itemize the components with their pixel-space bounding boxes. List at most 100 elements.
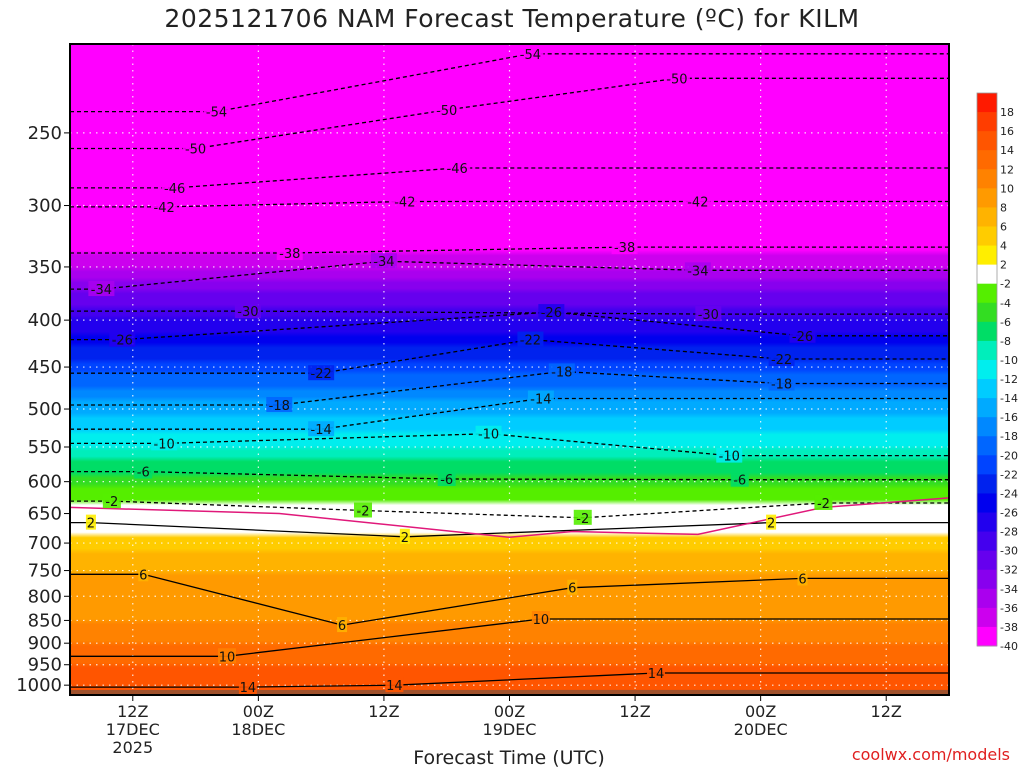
isotherm-label-bg <box>475 425 502 441</box>
isotherm-label-bg <box>684 262 711 278</box>
y-tick-label: 900 <box>28 633 62 654</box>
isotherm-label-bg <box>538 304 565 320</box>
colorbar-swatch <box>977 455 997 475</box>
isotherm-label-bg <box>109 331 136 347</box>
isotherm-label-bg <box>337 617 348 633</box>
isotherm-label-bg <box>437 470 456 486</box>
isotherm-label: -30 <box>698 308 719 323</box>
y-tick-label: 700 <box>28 533 62 554</box>
colorbar-label: 16 <box>1000 125 1014 138</box>
isotherm-label-bg <box>444 159 471 175</box>
isotherm-line <box>70 167 949 189</box>
isotherm-label: 14 <box>386 679 403 694</box>
isotherm-label: 6 <box>139 568 147 583</box>
isotherm-label: -18 <box>771 378 792 393</box>
isotherm-label-bg <box>647 665 665 681</box>
isotherm-label-bg <box>611 239 638 255</box>
y-tick-label: 500 <box>28 399 62 420</box>
isotherm-label-bg <box>203 103 230 119</box>
isotherm-label: 14 <box>240 681 257 696</box>
isotherm-line <box>70 310 949 315</box>
colorbar-label: 10 <box>1000 182 1014 195</box>
colorbar-swatch <box>977 436 997 456</box>
colorbar-swatch <box>977 379 997 399</box>
isotherm-label-bg <box>217 648 236 664</box>
isotherm-line <box>70 618 949 657</box>
isotherm-label-bg <box>766 514 777 530</box>
isotherm-label: 2 <box>87 517 95 532</box>
y-tick-label: 550 <box>28 437 62 458</box>
colorbar-label: 18 <box>1000 106 1014 119</box>
isotherm-label: -26 <box>112 334 133 349</box>
colorbar-label: -30 <box>1000 545 1018 558</box>
colorbar-label: -40 <box>1000 640 1018 653</box>
colorbar-swatch <box>977 264 997 285</box>
credit-link[interactable]: coolwx.com/models <box>851 745 1010 764</box>
colorbar-label: -6 <box>1000 316 1011 329</box>
isotherm-label-bg <box>308 421 335 437</box>
isotherm-label-bg <box>88 281 115 297</box>
isotherm-label-bg <box>768 351 795 367</box>
isotherm-label: -2 <box>817 497 830 512</box>
colorbar-label: -22 <box>1000 468 1018 481</box>
x-tick-label: 19DEC <box>483 720 537 739</box>
isotherm-label: 10 <box>219 650 236 665</box>
x-tick-label: 12Z <box>871 702 902 721</box>
y-tick-label: 450 <box>28 357 62 378</box>
colorbar-swatch <box>977 112 997 132</box>
isotherm-label-bg <box>238 679 257 695</box>
y-tick-label: 950 <box>28 655 62 676</box>
colorbar-swatch <box>977 340 997 361</box>
y-tick-label: 350 <box>28 257 62 278</box>
colorbar-swatch <box>977 359 997 380</box>
isotherm-label-bg <box>85 514 96 530</box>
colorbar-swatch <box>977 626 997 647</box>
isotherm-label: -2 <box>576 512 589 527</box>
isotherm-label-bg <box>385 677 404 693</box>
y-tick-label: 850 <box>28 610 62 631</box>
colorbar-swatch <box>977 207 997 227</box>
x-tick-label: 12Z <box>619 702 650 721</box>
isotherm-label: -46 <box>164 182 185 197</box>
isotherm-label-bg <box>684 193 711 209</box>
isotherm-line <box>70 573 949 626</box>
isotherm-label: -46 <box>447 162 468 177</box>
colorbar-swatch <box>977 150 997 170</box>
isotherm-label: -10 <box>719 450 740 465</box>
isotherm-label: -34 <box>373 255 394 270</box>
x-tick-label: 2025 <box>112 738 153 757</box>
isotherm-label: -42 <box>154 201 175 216</box>
isotherm-label: -10 <box>478 428 499 443</box>
isotherm-label: -18 <box>269 399 290 414</box>
isotherm-label: -54 <box>520 48 541 63</box>
colorbar-label: -2 <box>1000 278 1011 291</box>
isotherm-label: -14 <box>311 423 332 438</box>
isotherm-label-bg <box>134 463 153 479</box>
colorbar-label: 6 <box>1000 220 1007 233</box>
colorbar-swatch <box>977 493 997 514</box>
colorbar-swatch <box>977 245 997 266</box>
chart-title: 2025121706 NAM Forecast Temperature (ºC)… <box>164 4 860 33</box>
isotherm-label: -14 <box>530 393 551 408</box>
isotherm-label: -2 <box>105 495 118 510</box>
isotherm-label-bg <box>695 306 722 322</box>
colorbar-swatch <box>977 398 997 418</box>
colorbar-swatch <box>977 417 997 437</box>
x-tick-label: 18DEC <box>231 720 285 739</box>
isotherm-label-bg <box>102 493 121 509</box>
isotherm-label-bg <box>548 363 575 379</box>
y-tick-label: 750 <box>28 561 62 582</box>
isotherm-label-bg <box>716 447 743 463</box>
isotherm-label: 10 <box>533 613 550 628</box>
isotherm-label: -50 <box>666 72 687 87</box>
isotherm-label: 2 <box>401 531 409 546</box>
x-axis-title: Forecast Time (UTC) <box>413 747 604 768</box>
isotherm-label: -50 <box>185 143 206 158</box>
isotherm-label-bg <box>276 245 303 261</box>
colorbar-swatch <box>977 474 997 494</box>
isotherm-label: -30 <box>237 305 258 320</box>
isotherm-label-bg <box>573 509 592 525</box>
x-tick-label: 00Z <box>745 702 776 721</box>
y-tick-label: 300 <box>28 196 62 217</box>
